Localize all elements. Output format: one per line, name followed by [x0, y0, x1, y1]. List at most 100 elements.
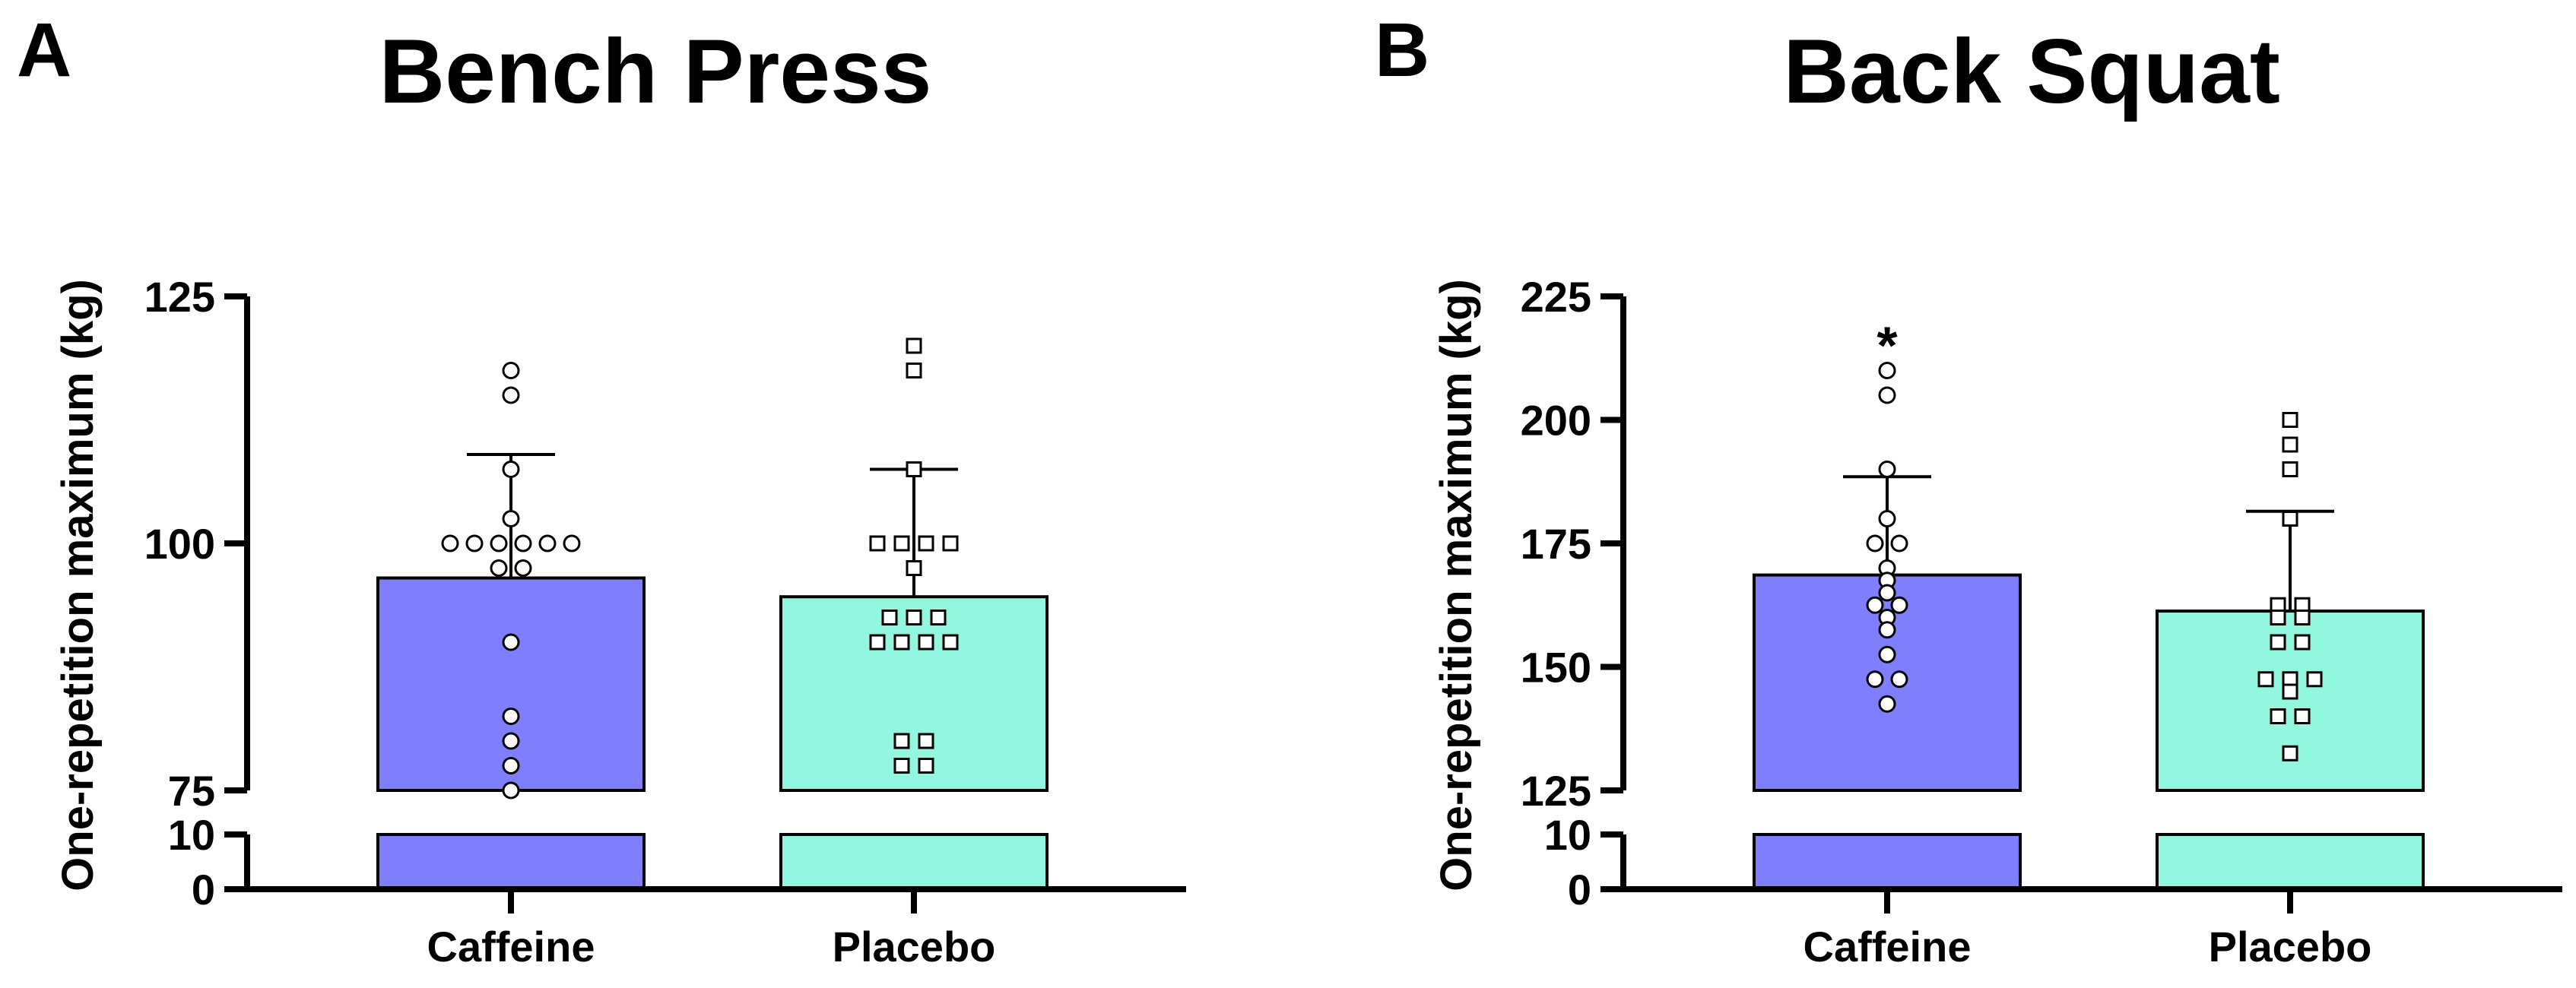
data-point-placebo	[918, 535, 934, 552]
data-point-placebo	[893, 535, 910, 552]
data-point-placebo	[942, 634, 959, 651]
data-point-caffeine	[1878, 621, 1896, 639]
data-point-caffeine	[1878, 461, 1896, 478]
data-point-placebo	[918, 758, 934, 774]
y-tick-label: 150	[1521, 644, 1591, 692]
chart-title: Bench Press	[379, 21, 931, 122]
data-point-placebo	[2282, 683, 2298, 700]
bar-placebo-upper	[779, 595, 1048, 793]
data-point-placebo	[942, 535, 959, 552]
data-point-caffeine	[502, 461, 520, 478]
panel-label: B	[1375, 8, 1429, 93]
bar-caffeine-lower	[376, 833, 646, 891]
bar-caffeine-lower	[1753, 833, 2022, 891]
data-point-placebo	[2294, 708, 2311, 724]
data-point-caffeine	[1890, 596, 1908, 614]
y-tick-label: 225	[1521, 273, 1591, 321]
data-point-caffeine	[502, 708, 520, 725]
axis-break-gap	[2155, 792, 2425, 833]
y-tick-label: 0	[1568, 866, 1591, 914]
axis-break-gap	[779, 792, 1049, 833]
chart-marks: 75 100 125 0 10	[144, 273, 1186, 914]
data-point-placebo	[2257, 671, 2274, 688]
data-point-placebo	[2270, 634, 2286, 651]
data-point-placebo	[2306, 671, 2323, 688]
chart-title: Back Squat	[1783, 21, 2280, 122]
data-point-placebo	[2282, 511, 2298, 527]
data-point-caffeine	[502, 510, 520, 527]
data-point-placebo	[2270, 708, 2286, 724]
data-point-caffeine	[502, 386, 520, 404]
data-point-caffeine	[502, 781, 520, 800]
data-point-caffeine	[490, 559, 508, 577]
data-point-caffeine	[1866, 670, 1884, 689]
data-point-placebo	[893, 634, 910, 651]
data-point-placebo	[881, 610, 898, 625]
data-point-placebo	[893, 758, 910, 774]
y-tick-label: 10	[1544, 811, 1591, 859]
chart-marks: * 125 150 175 200 225 0 10	[1521, 273, 2562, 914]
y-tick-label: 175	[1521, 520, 1591, 568]
data-point-caffeine	[441, 534, 459, 553]
data-point-caffeine	[502, 732, 520, 750]
data-point-placebo	[2294, 610, 2311, 625]
bar-placebo-upper	[2156, 610, 2425, 792]
data-point-caffeine	[502, 362, 520, 379]
data-point-caffeine	[1878, 362, 1896, 379]
y-axis-label: One-repetition maximum (kg)	[53, 279, 103, 891]
data-point-placebo	[906, 363, 922, 378]
bar-caffeine-upper	[1753, 573, 2022, 792]
y-tick-label: 0	[192, 866, 215, 914]
data-point-placebo	[2282, 461, 2298, 477]
y-tick-label: 125	[144, 273, 215, 321]
data-point-caffeine	[1878, 386, 1896, 404]
y-tick-label: 75	[168, 767, 215, 815]
bar-placebo-lower	[2156, 833, 2425, 891]
bar-placebo-lower	[779, 833, 1048, 891]
data-point-placebo	[918, 634, 934, 651]
data-point-placebo	[930, 610, 947, 625]
x-tick-label-caffeine: Caffeine	[427, 923, 595, 971]
data-point-placebo	[906, 337, 922, 354]
data-point-placebo	[2270, 610, 2286, 625]
data-point-caffeine	[1866, 534, 1884, 553]
data-point-placebo	[906, 461, 922, 477]
data-point-caffeine	[1878, 645, 1896, 663]
data-point-caffeine	[514, 534, 532, 553]
data-point-caffeine	[502, 757, 520, 774]
x-tick-label-placebo: Placebo	[833, 923, 996, 971]
data-point-caffeine	[465, 534, 484, 553]
data-point-caffeine	[1890, 670, 1908, 689]
data-point-caffeine	[1878, 584, 1896, 602]
y-tick-label: 100	[144, 520, 215, 568]
y-axis-label: One-repetition maximum (kg)	[1432, 279, 1481, 891]
data-point-placebo	[2294, 634, 2311, 651]
data-point-caffeine	[563, 534, 581, 553]
data-point-caffeine	[1878, 510, 1896, 527]
y-tick-label: 10	[168, 811, 215, 859]
data-point-caffeine	[538, 534, 557, 553]
x-tick-label-caffeine: Caffeine	[1804, 923, 1972, 971]
data-point-caffeine	[1866, 596, 1884, 614]
data-point-placebo	[2282, 412, 2298, 428]
data-point-placebo	[918, 733, 934, 749]
panel-bench-press: A Bench Press One-repetition maximum (kg…	[17, 8, 1186, 971]
axis-break-gap	[1752, 792, 2022, 833]
data-point-placebo	[906, 560, 922, 576]
data-point-placebo	[869, 535, 886, 552]
data-point-placebo	[869, 634, 886, 651]
data-point-caffeine	[1878, 695, 1896, 713]
x-tick-label-placebo: Placebo	[2209, 923, 2372, 971]
data-point-placebo	[2282, 745, 2298, 762]
data-point-placebo	[906, 610, 922, 625]
data-point-caffeine	[1890, 534, 1908, 553]
panel-label: A	[17, 8, 71, 93]
data-point-placebo	[893, 733, 910, 749]
y-tick-label: 125	[1521, 767, 1591, 815]
data-point-caffeine	[514, 559, 532, 577]
significance-marker: *	[1876, 316, 1898, 375]
y-tick-label: 200	[1521, 397, 1591, 445]
panel-back-squat: B Back Squat One-repetition maximum (kg)…	[1375, 8, 2562, 971]
